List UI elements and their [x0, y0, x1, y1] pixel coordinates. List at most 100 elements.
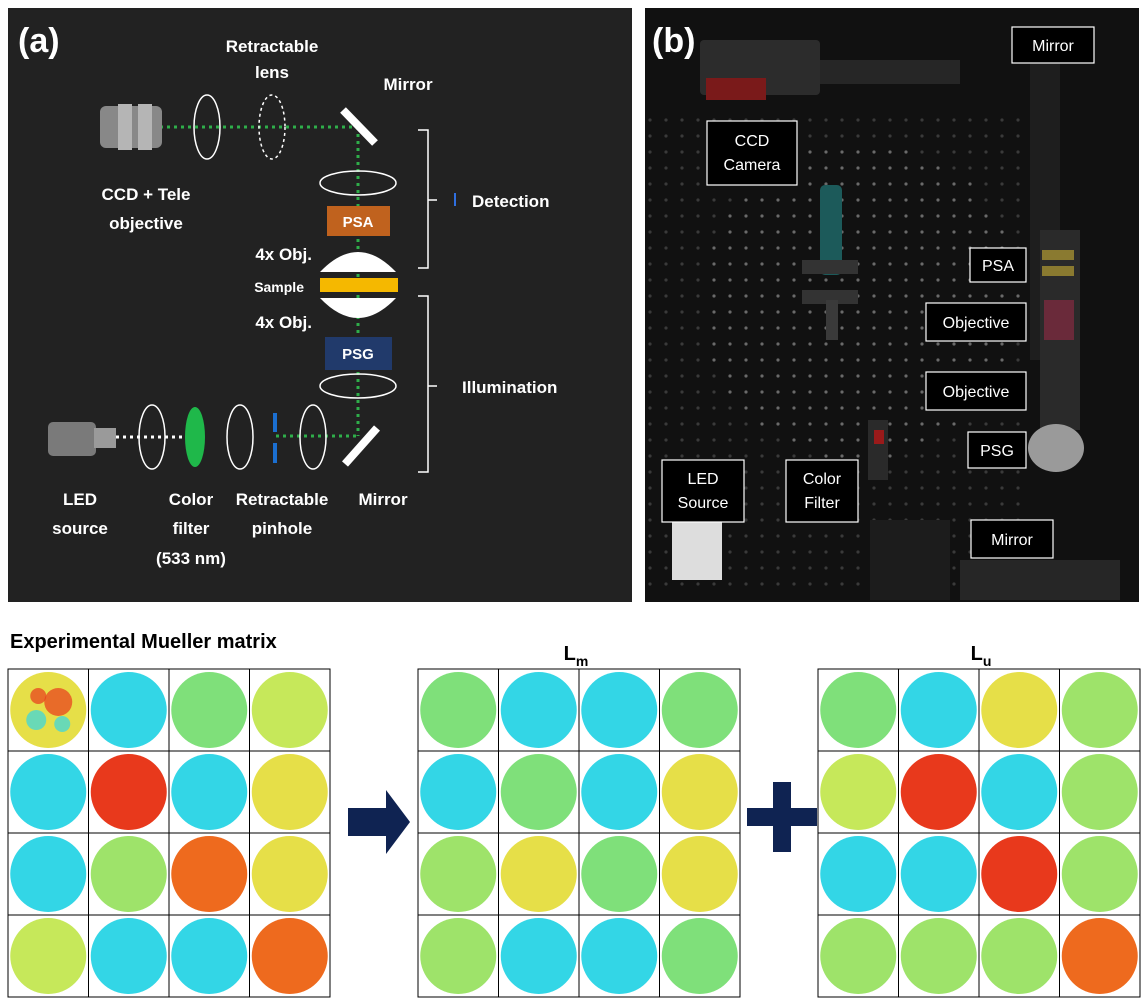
matrix-element-image	[420, 918, 497, 994]
breadboard-hole	[648, 518, 652, 522]
breadboard-hole	[984, 502, 988, 506]
breadboard-hole	[648, 278, 652, 282]
detection-bracket	[418, 129, 429, 269]
breadboard-hole	[808, 150, 812, 154]
matrix-element-image	[820, 672, 897, 748]
breadboard-hole	[904, 294, 908, 298]
breadboard-hole	[1016, 230, 1020, 234]
breadboard-hole	[744, 422, 748, 426]
breadboard-hole	[888, 342, 892, 346]
breadboard-hole	[952, 502, 956, 506]
breadboard-hole	[760, 390, 764, 394]
breadboard-hole	[952, 118, 956, 122]
photo-label-text: Mirror	[1032, 38, 1074, 55]
retractable-lens-label-line2: lens	[255, 63, 289, 82]
breadboard-hole	[728, 406, 732, 410]
breadboard-hole	[648, 406, 652, 410]
breadboard-hole	[712, 230, 716, 234]
breadboard-hole	[744, 390, 748, 394]
breadboard-hole	[952, 246, 956, 250]
breadboard-hole	[872, 342, 876, 346]
breadboard-hole	[792, 294, 796, 298]
breadboard-hole	[952, 534, 956, 538]
breadboard-hole	[840, 310, 844, 314]
breadboard-hole	[968, 134, 972, 138]
breadboard-hole	[744, 406, 748, 410]
breadboard-hole	[952, 566, 956, 570]
breadboard-hole	[808, 118, 812, 122]
breadboard-hole	[888, 326, 892, 330]
breadboard-hole	[920, 262, 924, 266]
breadboard-hole	[808, 550, 812, 554]
breadboard-hole	[904, 486, 908, 490]
breadboard-hole	[936, 198, 940, 202]
breadboard-hole	[952, 518, 956, 522]
breadboard-hole	[808, 422, 812, 426]
breadboard-hole	[920, 294, 924, 298]
breadboard-hole	[904, 438, 908, 442]
breadboard-hole	[1016, 198, 1020, 202]
breadboard-hole	[744, 262, 748, 266]
panel-a: (a) PSA PSG	[8, 8, 632, 602]
matrix-element-image	[500, 672, 577, 748]
breadboard-hole	[920, 502, 924, 506]
breadboard-hole	[1000, 198, 1004, 202]
breadboard-hole	[648, 342, 652, 346]
psg-block	[325, 337, 392, 370]
breadboard-hole	[744, 198, 748, 202]
matrix-element-image	[581, 672, 658, 748]
breadboard-hole	[744, 246, 748, 250]
breadboard-hole	[664, 262, 668, 266]
breadboard-hole	[696, 454, 700, 458]
breadboard-hole	[856, 406, 860, 410]
breadboard-hole	[680, 406, 684, 410]
breadboard-hole	[824, 118, 828, 122]
breadboard-hole	[664, 150, 668, 154]
breadboard-hole	[920, 374, 924, 378]
breadboard-hole	[728, 534, 732, 538]
breadboard-hole	[888, 214, 892, 218]
breadboard-hole	[856, 134, 860, 138]
breadboard-hole	[984, 214, 988, 218]
breadboard-hole	[888, 470, 892, 474]
breadboard-hole	[792, 230, 796, 234]
breadboard-hole	[744, 374, 748, 378]
lu-title-main: L	[971, 643, 983, 665]
matrix-element-image	[661, 672, 738, 748]
breadboard-hole	[712, 262, 716, 266]
breadboard-hole	[760, 294, 764, 298]
breadboard-hole	[728, 310, 732, 314]
breadboard-holes	[648, 118, 1020, 586]
breadboard-hole	[760, 262, 764, 266]
breadboard-hole	[952, 582, 956, 586]
breadboard-hole	[968, 486, 972, 490]
psg-label: PSG	[342, 346, 374, 363]
breadboard-hole	[904, 262, 908, 266]
breadboard-hole	[904, 310, 908, 314]
breadboard-hole	[952, 438, 956, 442]
breadboard-hole	[696, 262, 700, 266]
breadboard-hole	[840, 422, 844, 426]
breadboard-hole	[952, 470, 956, 474]
breadboard-hole	[712, 246, 716, 250]
breadboard-hole	[984, 470, 988, 474]
objective-top-label: 4x Obj.	[255, 245, 312, 264]
breadboard-hole	[856, 198, 860, 202]
breadboard-hole	[904, 278, 908, 282]
matrix-element-image	[90, 672, 167, 748]
breadboard-hole	[744, 582, 748, 586]
breadboard-hole	[840, 582, 844, 586]
breadboard-hole	[856, 422, 860, 426]
breadboard-hole	[872, 150, 876, 154]
breadboard-hole	[760, 406, 764, 410]
lu-title: Lu	[971, 643, 992, 669]
breadboard-hole	[664, 294, 668, 298]
breadboard-hole	[792, 566, 796, 570]
photo-label-text: Mirror	[991, 532, 1033, 549]
breadboard-hole	[712, 406, 716, 410]
breadboard-hole	[856, 150, 860, 154]
breadboard-hole	[808, 406, 812, 410]
breadboard-hole	[904, 470, 908, 474]
breadboard-hole	[744, 454, 748, 458]
